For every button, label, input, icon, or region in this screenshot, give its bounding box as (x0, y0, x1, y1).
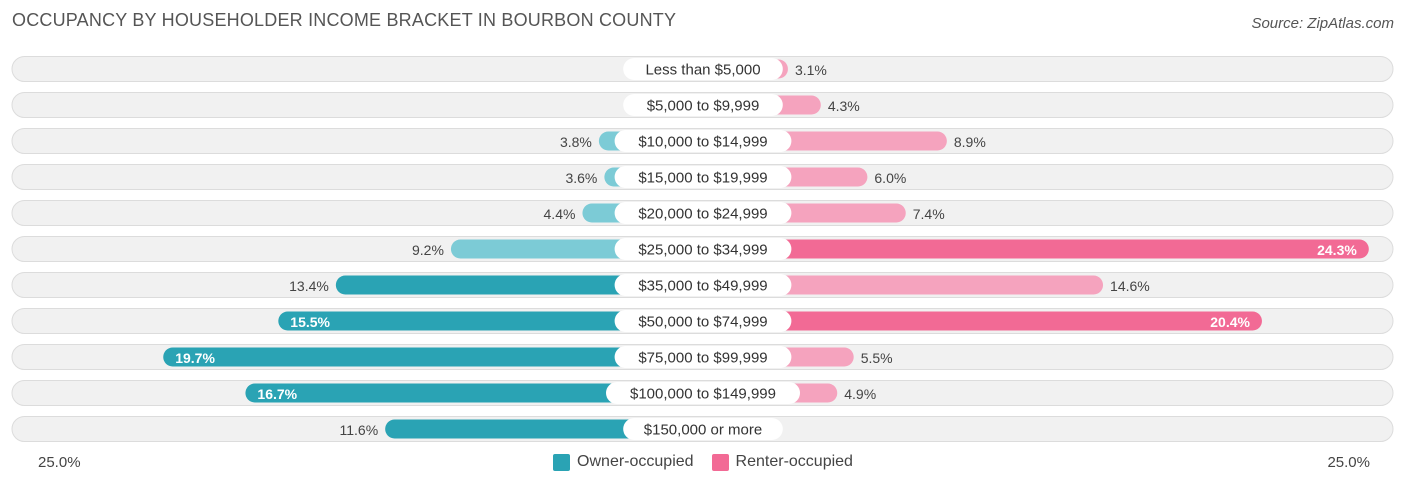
owner-bar (278, 311, 703, 331)
renter-swatch (711, 453, 729, 471)
renter-value-label: 4.9% (844, 386, 876, 402)
renter-bar (703, 275, 1104, 295)
owner-bar (335, 275, 703, 295)
category-label-bg (614, 202, 792, 224)
owner-value-label: 19.7% (175, 350, 215, 366)
legend-item-renter: Renter-occupied (711, 453, 853, 471)
category-label: $25,000 to $34,999 (638, 242, 767, 259)
renter-value-label: 24.3% (1317, 242, 1357, 258)
renter-value-label: 14.6% (1110, 278, 1150, 294)
axis-left-label: 25.0% (38, 454, 81, 471)
renter-value-label: 5.5% (861, 350, 893, 366)
owner-value-label: 4.4% (544, 206, 576, 222)
legend: Owner-occupied Renter-occupied (0, 453, 1406, 471)
owner-value-label: 11.6% (339, 422, 378, 438)
owner-bar (385, 419, 703, 439)
renter-bar (703, 311, 1262, 331)
source-note: Source: ZipAtlas.com (1251, 15, 1394, 32)
renter-value-label: 4.3% (828, 98, 860, 114)
renter-value-label: 3.1% (795, 62, 827, 78)
category-label-bg (623, 58, 783, 80)
legend-owner-label: Owner-occupied (577, 453, 694, 470)
owner-value-label: 16.7% (257, 386, 297, 402)
category-label: Less than $5,000 (645, 62, 760, 79)
owner-value-label: 3.6% (565, 170, 597, 186)
owner-value-label: 13.4% (289, 278, 329, 294)
category-label: $35,000 to $49,999 (638, 278, 767, 295)
category-label-bg (623, 94, 783, 116)
owner-swatch (553, 453, 571, 471)
owner-bar (163, 347, 704, 367)
diverging-bar-chart: 1.1%3.1%Less than $5,0001.1%4.3%$5,000 t… (11, 56, 1394, 442)
owner-bar (245, 383, 704, 403)
category-label: $100,000 to $149,999 (630, 386, 776, 403)
axis-right-label: 25.0% (1327, 454, 1370, 471)
category-label-bg (614, 130, 792, 152)
category-label-bg (606, 382, 800, 404)
renter-value-label: 6.0% (874, 170, 906, 186)
category-label: $5,000 to $9,999 (647, 98, 760, 115)
category-label-bg (623, 418, 783, 440)
category-label-bg (614, 274, 792, 296)
category-label-bg (614, 346, 792, 368)
category-label-bg (614, 310, 792, 332)
renter-bar (703, 239, 1369, 259)
renter-value-label: 20.4% (1210, 314, 1250, 330)
legend-renter-label: Renter-occupied (735, 453, 853, 470)
owner-value-label: 9.2% (412, 242, 444, 258)
renter-value-label: 7.4% (913, 206, 945, 222)
owner-value-label: 3.8% (560, 134, 592, 150)
legend-item-owner: Owner-occupied (553, 453, 694, 471)
category-label: $10,000 to $14,999 (638, 134, 767, 151)
category-label: $50,000 to $74,999 (638, 314, 767, 331)
category-label: $150,000 or more (644, 422, 762, 439)
category-label: $15,000 to $19,999 (638, 170, 767, 187)
category-label: $75,000 to $99,999 (638, 350, 767, 367)
category-label-bg (614, 238, 792, 260)
chart-title: OCCUPANCY BY HOUSEHOLDER INCOME BRACKET … (12, 10, 677, 30)
renter-value-label: 8.9% (954, 134, 986, 150)
category-label: $20,000 to $24,999 (638, 206, 767, 223)
category-label-bg (614, 166, 792, 188)
owner-value-label: 15.5% (290, 314, 330, 330)
